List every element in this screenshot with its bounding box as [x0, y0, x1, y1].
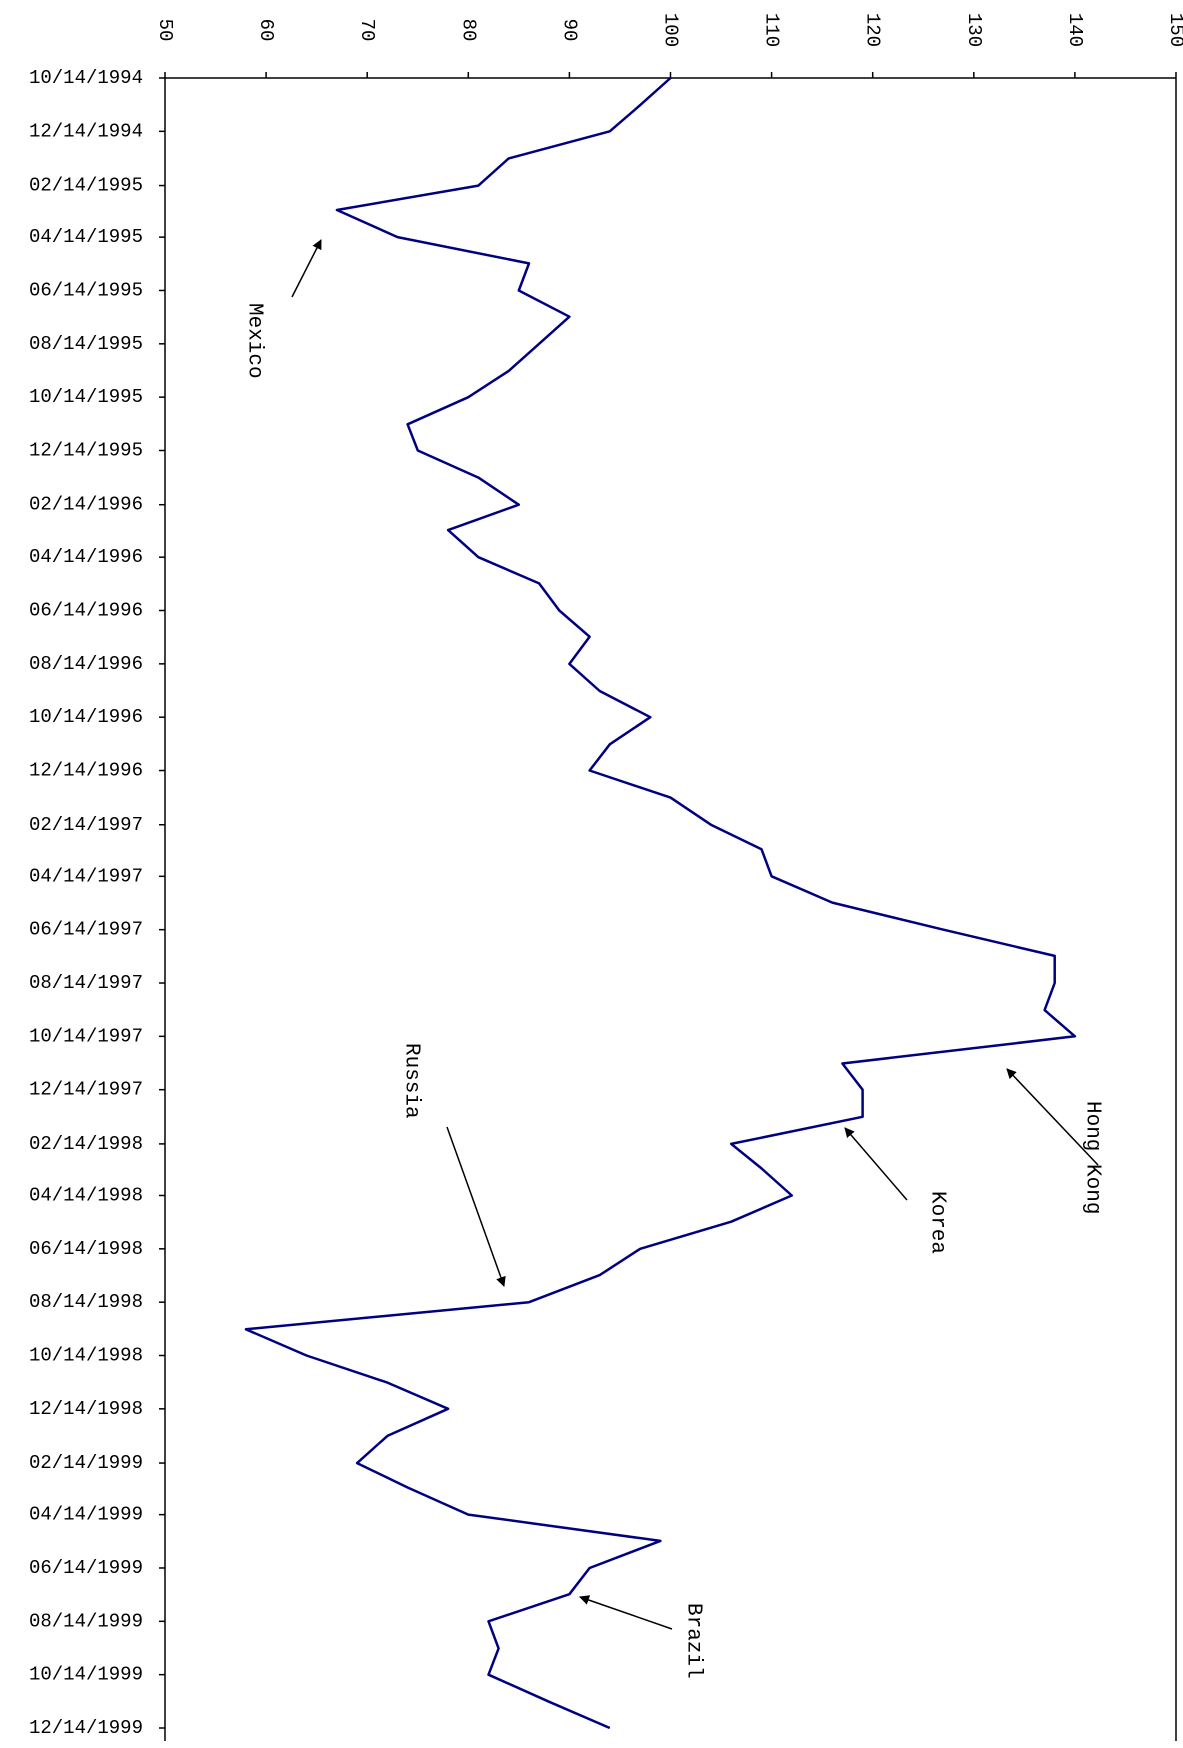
annotation-arrow	[291, 239, 322, 298]
y-tick-label: 80	[457, 19, 479, 42]
y-tick-label: 90	[558, 19, 580, 42]
x-tick-label: 08/14/1998	[29, 1291, 143, 1313]
x-tick-label: 08/14/1996	[29, 653, 143, 675]
y-tick-label: 150	[1165, 13, 1183, 47]
x-tick-label: 02/14/1995	[29, 175, 143, 197]
x-tick-label: 06/14/1995	[29, 279, 143, 301]
x-tick-label: 10/14/1996	[29, 706, 143, 728]
annotation-arrow	[446, 1126, 506, 1287]
x-tick-label: 02/14/1996	[29, 494, 143, 516]
x-tick-label: 12/14/1996	[29, 760, 143, 782]
x-tick-label: 08/14/1999	[29, 1610, 143, 1632]
x-tick-label: 04/14/1998	[29, 1185, 143, 1207]
x-tick-label: 10/14/1998	[29, 1345, 143, 1367]
x-tick-label: 12/14/1994	[29, 120, 143, 142]
x-tick-label: 04/14/1999	[29, 1504, 143, 1526]
x-tick-label: 08/14/1995	[29, 333, 143, 355]
x-tick-label: 06/14/1998	[29, 1238, 143, 1260]
x-tick-label: 02/14/1999	[29, 1452, 143, 1474]
y-tick-label: 50	[154, 19, 176, 42]
x-tick-label: 08/14/1997	[29, 972, 143, 994]
x-tick-label: 04/14/1997	[29, 865, 143, 887]
annotation: Brazil	[681, 1603, 704, 1679]
x-tick-label: 02/14/1998	[29, 1133, 143, 1155]
y-tick-label: 100	[659, 13, 681, 47]
data-line	[244, 77, 1077, 1730]
x-tick-label: 12/14/1998	[29, 1398, 143, 1420]
y-tick-label: 110	[761, 13, 783, 47]
x-tick-label: 12/14/1999	[29, 1717, 143, 1739]
x-tick-label: 10/14/1995	[29, 386, 143, 408]
annotation: Korea	[925, 1191, 948, 1254]
x-tick-label: 10/14/1997	[29, 1025, 143, 1047]
x-tick-label: 06/14/1996	[29, 600, 143, 622]
y-tick-label: 120	[862, 13, 884, 47]
y-tick-label: 140	[1064, 13, 1086, 47]
y-tick-label: 70	[356, 19, 378, 42]
y-tick-label: 130	[963, 13, 985, 47]
x-tick-label: 06/14/1997	[29, 919, 143, 941]
annotation-arrow	[844, 1127, 908, 1201]
x-tick-label: 12/14/1995	[29, 440, 143, 462]
annotation: Mexico	[242, 303, 265, 379]
x-tick-label: 06/14/1999	[29, 1557, 143, 1579]
x-tick-label: 12/14/1997	[29, 1079, 143, 1101]
x-tick-label: 04/14/1996	[29, 546, 143, 568]
annotation: Russia	[399, 1043, 422, 1119]
x-tick-label: 04/14/1995	[29, 226, 143, 248]
x-tick-label: 10/14/1994	[29, 67, 143, 89]
y-tick-label: 60	[255, 19, 277, 42]
annotation-arrow	[579, 1595, 673, 1630]
x-tick-label: 02/14/1997	[29, 814, 143, 836]
x-tick-label: 10/14/1999	[29, 1664, 143, 1686]
annotation-arrow	[1006, 1068, 1099, 1166]
